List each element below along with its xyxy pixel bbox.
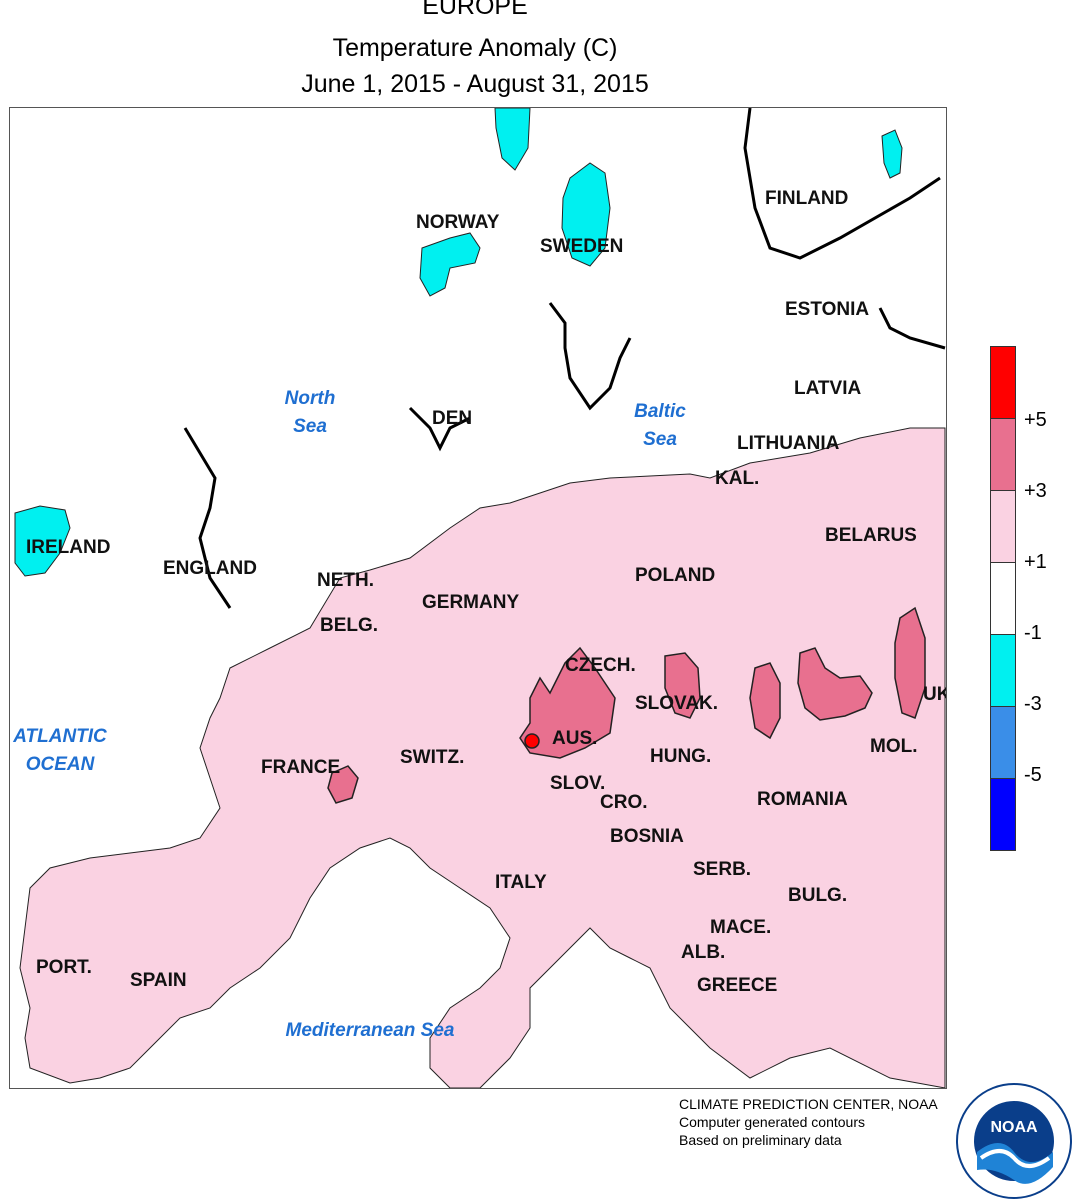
anomaly-region-plus3-east	[894, 606, 926, 719]
label-albania: ALB.	[681, 942, 726, 963]
label-czech: CZECH.	[565, 655, 636, 676]
label-austria: AUS.	[552, 728, 598, 749]
legend-label: +3	[1024, 480, 1047, 502]
anomaly-map: FINLAND NORWAY SWEDEN ESTONIA LATVIA LIT…	[9, 107, 947, 1089]
label-serbia: SERB.	[693, 859, 752, 880]
noaa-logo: NOAA	[956, 1083, 1072, 1199]
legend-swatch	[990, 634, 1016, 706]
label-germany: GERMANY	[422, 592, 520, 613]
zero-contour	[878, 307, 946, 350]
label-baltic-sea: Baltic Sea	[634, 401, 686, 450]
anomaly-region-minus1-ireland	[14, 505, 71, 577]
noaa-logo-text: NOAA	[990, 1119, 1038, 1136]
label-greece: GREECE	[697, 975, 778, 996]
anomaly-region-minus1-finland	[881, 129, 903, 179]
label-latvia: LATVIA	[794, 378, 862, 399]
credits-line: Computer generated contours	[679, 1114, 865, 1130]
date-range: June 1, 2015 - August 31, 2015	[301, 70, 649, 98]
legend-label: -3	[1024, 693, 1042, 715]
legend-label: -5	[1024, 764, 1042, 786]
label-bulgaria: BULG.	[788, 885, 848, 906]
label-atlantic-ocean: ATLANTIC OCEAN	[13, 726, 107, 775]
anomaly-region-plus3-austria	[519, 646, 616, 759]
anomaly-region-minus1-sweden	[561, 162, 611, 267]
label-poland: POLAND	[635, 565, 716, 586]
label-slovakia: SLOVAK.	[635, 693, 719, 714]
legend-swatch	[990, 346, 1016, 418]
legend-swatch	[990, 562, 1016, 634]
label-ukraine: UK	[923, 684, 946, 705]
color-legend	[990, 346, 1016, 851]
label-lithuania: LITHUANIA	[737, 433, 840, 454]
label-spain: SPAIN	[130, 970, 187, 991]
label-italy: ITALY	[495, 872, 547, 893]
label-sweden: SWEDEN	[540, 236, 624, 257]
label-belgium: BELG.	[320, 615, 379, 636]
label-finland: FINLAND	[765, 188, 849, 209]
label-switzerland: SWITZ.	[400, 747, 465, 768]
credits-line: Based on preliminary data	[679, 1132, 842, 1148]
anomaly-region-plus3-romania	[749, 662, 781, 740]
label-north-sea: North Sea	[284, 388, 336, 437]
label-ireland: IRELAND	[26, 537, 111, 558]
legend-label: -1	[1024, 622, 1042, 644]
label-netherlands: NETH.	[317, 570, 374, 591]
map-canvas	[14, 108, 946, 1088]
label-kaliningrad: KAL.	[715, 468, 760, 489]
anomaly-region-minus1-norway	[419, 232, 481, 297]
label-portugal: PORT.	[36, 957, 92, 978]
anomaly-region-plus3-ukraine	[797, 647, 873, 721]
credits: CLIMATE PREDICTION CENTER, NOAA Computer…	[679, 1095, 938, 1149]
label-slovenia: SLOV.	[550, 773, 606, 794]
legend-swatch	[990, 418, 1016, 490]
label-macedonia: MACE.	[710, 917, 772, 938]
label-moldova: MOL.	[870, 736, 918, 757]
zero-contour	[743, 108, 941, 260]
legend-label: +5	[1024, 409, 1047, 431]
zero-contour	[183, 427, 232, 609]
legend-swatch	[990, 706, 1016, 778]
credits-line: CLIMATE PREDICTION CENTER, NOAA	[679, 1096, 938, 1112]
anomaly-region-plus3-slovak	[664, 652, 701, 719]
zero-contour	[408, 406, 471, 452]
label-bosnia: BOSNIA	[610, 826, 684, 847]
legend-swatch	[990, 778, 1016, 851]
label-estonia: ESTONIA	[785, 299, 870, 320]
label-mediterranean-sea: Mediterranean Sea	[285, 1020, 455, 1041]
label-france: FRANCE	[261, 757, 341, 778]
legend-swatch	[990, 490, 1016, 562]
label-england: ENGLAND	[163, 558, 257, 579]
anomaly-region-plus5-austria	[524, 733, 540, 749]
map-subtitle: Temperature Anomaly (C)	[332, 34, 618, 62]
legend-label: +1	[1024, 551, 1047, 573]
anomaly-region-plus3-france	[327, 765, 359, 804]
label-norway: NORWAY	[416, 212, 500, 233]
label-hungary: HUNG.	[650, 746, 712, 767]
label-belarus: BELARUS	[825, 525, 917, 546]
map-title: EUROPE	[422, 0, 528, 20]
label-croatia: CRO.	[600, 792, 648, 813]
zero-contour	[548, 302, 632, 411]
anomaly-region-minus1-north	[494, 108, 531, 171]
label-romania: ROMANIA	[757, 789, 848, 810]
label-denmark: DEN	[432, 408, 473, 429]
anomaly-region-plus1	[19, 427, 946, 1088]
